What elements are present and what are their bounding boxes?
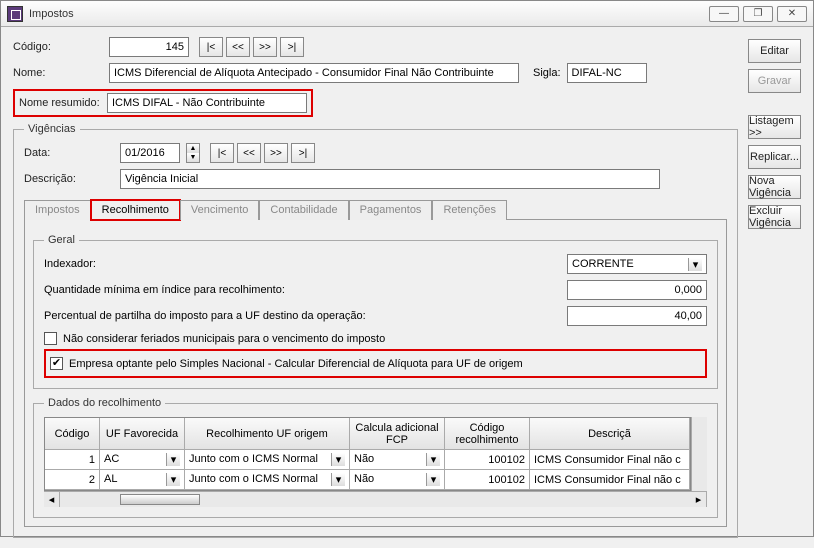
geral-group: Geral Indexador: CORRENTE▾ Quantidade mí…: [33, 234, 718, 389]
excluir-vigencia-button[interactable]: Excluir Vigência: [748, 205, 801, 229]
nome-resumido-label: Nome resumido:: [19, 97, 101, 109]
dados-legend: Dados do recolhimento: [44, 397, 165, 409]
col-rec-origem[interactable]: Recolhimento UF origem: [185, 418, 350, 450]
replicar-button[interactable]: Replicar...: [748, 145, 801, 169]
tab-recolhimento[interactable]: Recolhimento: [91, 200, 180, 220]
chk-feriados-label: Não considerar feriados municipais para …: [63, 333, 385, 345]
maximize-button[interactable]: ❐: [743, 6, 773, 22]
close-button[interactable]: ✕: [777, 6, 807, 22]
nav-last-button[interactable]: >|: [280, 37, 304, 57]
data-spinner[interactable]: ▲▼: [186, 143, 200, 163]
dados-table: Código UF Favorecida Recolhimento UF ori…: [44, 417, 691, 491]
nome-input[interactable]: ICMS Diferencial de Alíquota Antecipado …: [109, 63, 519, 83]
tabs: Impostos Recolhimento Vencimento Contabi…: [24, 199, 727, 220]
geral-legend: Geral: [44, 234, 79, 246]
vig-nav-next-button[interactable]: >>: [264, 143, 288, 163]
nav-first-button[interactable]: |<: [199, 37, 223, 57]
indexador-select[interactable]: CORRENTE▾: [567, 254, 707, 274]
tab-impostos[interactable]: Impostos: [24, 200, 91, 220]
minimize-button[interactable]: —: [709, 6, 739, 22]
perc-partilha-label: Percentual de partilha do imposto para a…: [44, 310, 561, 322]
app-icon: [7, 6, 23, 22]
qtd-min-input[interactable]: 0,000: [567, 280, 707, 300]
data-input[interactable]: 01/2016: [120, 143, 180, 163]
descricao-input[interactable]: Vigência Inicial: [120, 169, 660, 189]
data-label: Data:: [24, 147, 114, 159]
chk-feriados[interactable]: Não considerar feriados municipais para …: [44, 332, 707, 345]
col-uf[interactable]: UF Favorecida: [100, 418, 185, 450]
col-fcp[interactable]: Calcula adicional FCP: [350, 418, 445, 450]
col-descricao[interactable]: Descriçã: [530, 418, 690, 450]
chk-simples[interactable]: ✔ Empresa optante pelo Simples Nacional …: [50, 357, 701, 370]
vig-nav-first-button[interactable]: |<: [210, 143, 234, 163]
tab-vencimento[interactable]: Vencimento: [180, 200, 259, 220]
nav-prev-button[interactable]: <<: [226, 37, 250, 57]
editar-button[interactable]: Editar: [748, 39, 801, 63]
tab-retencoes[interactable]: Retenções: [432, 200, 507, 220]
horizontal-scrollbar[interactable]: ◂ ▸: [44, 491, 707, 507]
checkbox-icon: [44, 332, 57, 345]
vertical-scrollbar[interactable]: [691, 417, 707, 491]
chevron-down-icon: ▾: [688, 258, 702, 271]
nome-label: Nome:: [13, 67, 103, 79]
vig-nav-prev-button[interactable]: <<: [237, 143, 261, 163]
tab-contabilidade[interactable]: Contabilidade: [259, 200, 348, 220]
nav-next-button[interactable]: >>: [253, 37, 277, 57]
vigencias-group: Vigências Data: 01/2016 ▲▼ |< << >> >| D…: [13, 123, 738, 538]
dados-group: Dados do recolhimento Código UF Favoreci…: [33, 397, 718, 518]
chk-simples-label: Empresa optante pelo Simples Nacional - …: [69, 358, 523, 370]
vigencias-legend: Vigências: [24, 123, 80, 135]
sigla-input[interactable]: DIFAL-NC: [567, 63, 647, 83]
nova-vigencia-button[interactable]: Nova Vigência: [748, 175, 801, 199]
indexador-label: Indexador:: [44, 258, 561, 270]
perc-partilha-input[interactable]: 40,00: [567, 306, 707, 326]
titlebar: Impostos — ❐ ✕: [1, 1, 813, 27]
listagem-button[interactable]: Listagem >>: [748, 115, 801, 139]
vig-nav-last-button[interactable]: >|: [291, 143, 315, 163]
codigo-input[interactable]: 145: [109, 37, 189, 57]
table-row[interactable]: 1 AC▾ Junto com o ICMS Normal▾ Não▾ 1001…: [45, 450, 690, 470]
window-title: Impostos: [29, 8, 709, 20]
qtd-min-label: Quantidade mínima em índice para recolhi…: [44, 284, 561, 296]
checkbox-icon: ✔: [50, 357, 63, 370]
tab-pagamentos[interactable]: Pagamentos: [349, 200, 433, 220]
col-codigo[interactable]: Código: [45, 418, 100, 450]
nome-resumido-input[interactable]: ICMS DIFAL - Não Contribuinte: [107, 93, 307, 113]
codigo-label: Código:: [13, 41, 103, 53]
col-cod-rec[interactable]: Código recolhimento: [445, 418, 530, 450]
sigla-label: Sigla:: [533, 67, 561, 79]
table-row[interactable]: 2 AL▾ Junto com o ICMS Normal▾ Não▾ 1001…: [45, 470, 690, 490]
gravar-button[interactable]: Gravar: [748, 69, 801, 93]
descricao-label: Descrição:: [24, 173, 114, 185]
